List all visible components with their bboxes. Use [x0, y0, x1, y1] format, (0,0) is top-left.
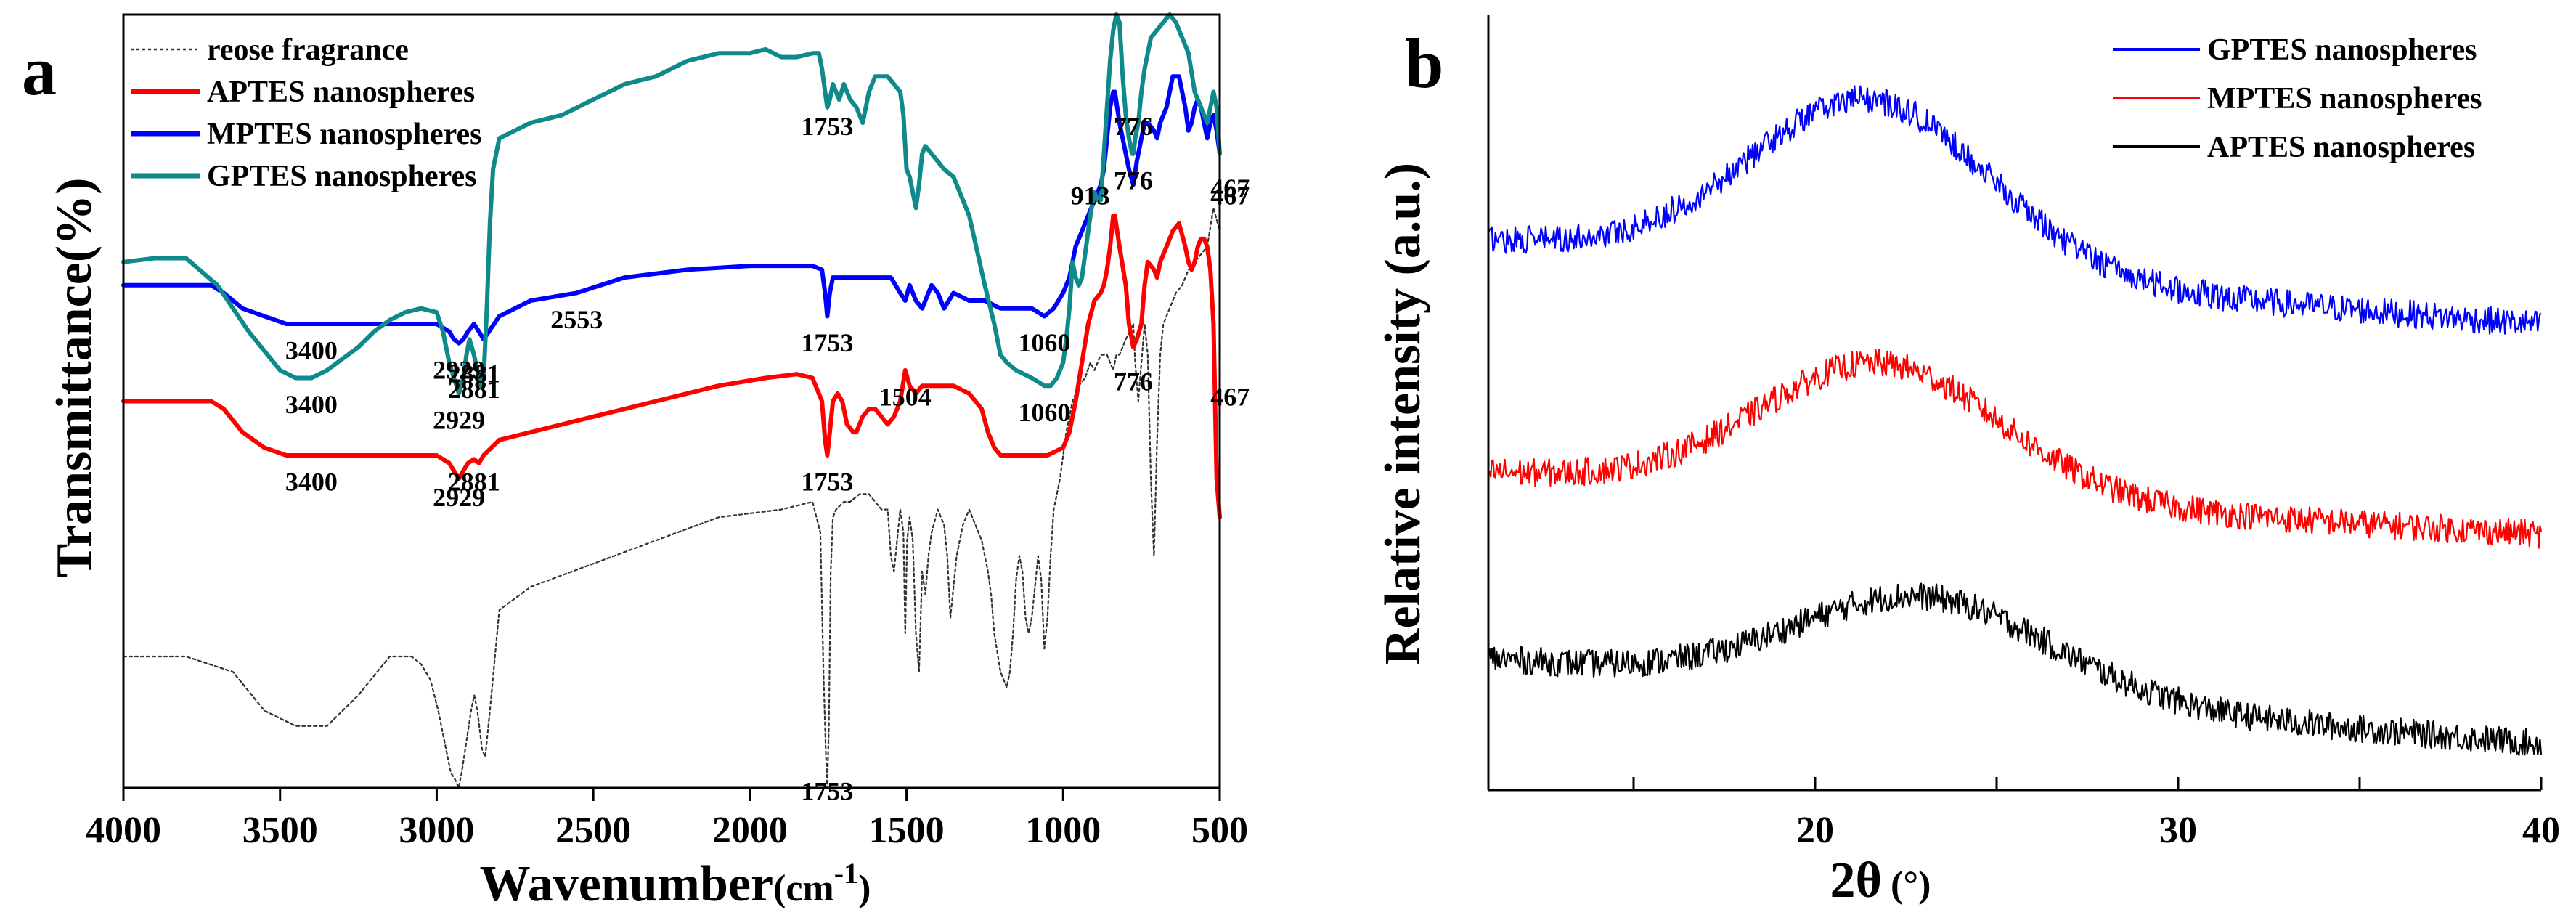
xrd-x-axis-unit: (°) — [1891, 864, 1931, 906]
xrd-legend-label-gptes-nanospheres: GPTES nanospheres — [2207, 33, 2477, 67]
ftir-legend: reose fragrance APTES nanospheres MPTES na… — [131, 33, 481, 193]
xrd-y-axis-title: Relative intensity (a.u.) — [1375, 163, 1431, 665]
panel-b-label: b — [1405, 25, 1443, 102]
ftir-peak-label: 1753 — [801, 777, 853, 806]
ftir-series-mptes-nanospheres — [121, 74, 1222, 346]
ftir-peak-label: 1060 — [1018, 328, 1070, 357]
ftir-peak-label: 776 — [1114, 112, 1153, 141]
ftir-x-ticks: 4000 3500 3000 2500 2000 1500 1000 500 — [86, 788, 1248, 851]
xrd-series-aptes-nanospheres — [1488, 582, 2543, 756]
ftir-peak-label: 1753 — [801, 328, 853, 357]
ftir-series-gptes-nanospheres — [121, 12, 1222, 396]
ftir-x-tick-label: 1500 — [869, 810, 945, 851]
ftir-peak-label: 3400 — [285, 336, 338, 365]
ftir-peak-label: 467 — [1210, 383, 1250, 412]
ftir-peak-label: 1504 — [879, 383, 932, 412]
ftir-legend-label-gptes-nanospheres: GPTES nanospheres — [207, 160, 477, 193]
xrd-x-ticks: 20 30 40 — [1632, 777, 2560, 851]
xrd-series-gptes-nanospheres — [1487, 85, 2542, 335]
ftir-series-reose-fragrance — [122, 207, 1221, 789]
xrd-x-tick-label: 40 — [2522, 810, 2560, 851]
ftir-peak-label: 2881 — [448, 468, 500, 497]
xrd-series-group — [1487, 85, 2543, 756]
ftir-x-tick-label: 2000 — [712, 810, 788, 851]
panel-a-label: a — [22, 32, 57, 110]
ftir-peak-labels: 3400292928811753913106077646777646734002… — [285, 112, 1250, 806]
ftir-x-tick-label: 2500 — [555, 810, 631, 851]
ftir-peak-label: 2881 — [448, 359, 500, 389]
ftir-peak-label: 2881 — [448, 375, 500, 404]
ftir-legend-label-mptes-nanospheres: MPTES nanospheres — [207, 118, 481, 151]
xrd-x-tick-label: 20 — [1796, 810, 1834, 851]
ftir-x-tick-label: 4000 — [86, 810, 161, 851]
ftir-legend-label-aptes-nanospheres: APTES nanospheres — [207, 76, 475, 109]
ftir-y-axis-title: Transmittance(%) — [46, 178, 102, 578]
ftir-peak-label: 3400 — [285, 390, 338, 419]
ftir-chart: a 34002929288117539131060776467776467340… — [22, 12, 1250, 912]
ftir-peak-label: 776 — [1114, 367, 1153, 396]
ftir-x-tick-label: 500 — [1191, 810, 1248, 851]
ftir-peak-label: 2929 — [433, 483, 485, 512]
ftir-peak-label: 1060 — [1018, 398, 1070, 427]
ftir-peak-label: 913 — [1071, 182, 1110, 211]
xrd-x-axis-title: 2θ (°) — [1830, 853, 1931, 908]
ftir-x-tick-label: 3000 — [399, 810, 474, 851]
xrd-legend: GPTES nanospheres MPTES nanospheres APTES … — [2113, 33, 2482, 164]
ftir-series-aptes-nanospheres — [121, 213, 1222, 520]
ftir-peak-label: 2929 — [433, 406, 485, 435]
ftir-peak-label: 1753 — [801, 112, 853, 141]
ftir-peak-label: 3400 — [285, 468, 338, 497]
ftir-x-axis-unit: (cm — [773, 868, 834, 909]
ftir-x-tick-label: 1000 — [1025, 810, 1101, 851]
ftir-peak-label: 2929 — [433, 355, 485, 384]
ftir-peak-label: 776 — [1114, 166, 1153, 195]
ftir-x-axis-unit-sup: -1 — [834, 857, 858, 890]
ftir-x-axis-title-text: Wavenumber — [480, 856, 773, 912]
ftir-x-axis-title: Wavenumber(cm-1) — [480, 856, 871, 912]
ftir-peak-label: 1753 — [801, 468, 853, 497]
ftir-x-axis-unit-close: ) — [858, 868, 871, 909]
xrd-chart: b 20 30 40 2θ (°) Relative intensity (a.u.)… — [1375, 15, 2560, 908]
ftir-x-tick-label: 3500 — [242, 810, 318, 851]
xrd-x-tick-label: 30 — [2159, 810, 2197, 851]
ftir-peak-label: 467 — [1210, 174, 1250, 203]
ftir-peak-label: 467 — [1210, 182, 1250, 211]
ftir-peak-label: 2553 — [550, 305, 603, 334]
ftir-plot-frame — [122, 13, 1221, 789]
xrd-legend-label-mptes-nanospheres: MPTES nanospheres — [2207, 82, 2482, 115]
xrd-x-axis-title-text: 2θ — [1830, 853, 1883, 908]
ftir-legend-label-reose-fragrance: reose fragrance — [207, 33, 409, 67]
xrd-series-mptes-nanospheres — [1488, 349, 2543, 549]
xrd-axes — [1487, 15, 2541, 792]
ftir-series-group — [121, 12, 1222, 789]
xrd-legend-label-aptes-nanospheres: APTES nanospheres — [2207, 131, 2475, 164]
